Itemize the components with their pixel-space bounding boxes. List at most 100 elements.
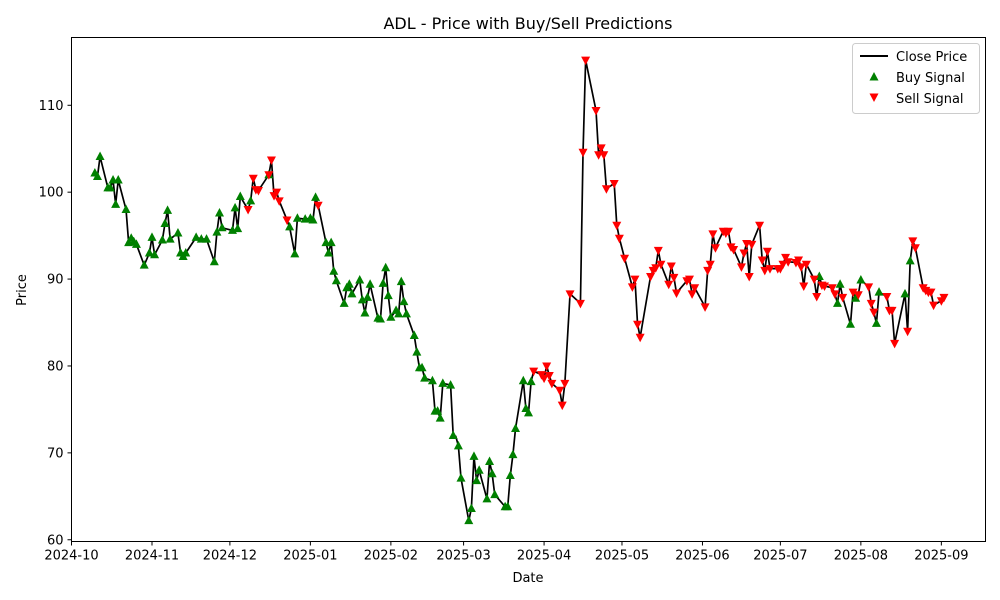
buy-signal-marker [383, 290, 393, 300]
buy-signal-marker [144, 248, 154, 257]
x-tick-label: 2025-06 [675, 549, 729, 564]
buy-signal-marker [357, 294, 367, 304]
x-axis-title: Date [512, 571, 543, 586]
legend-buy-marker-icon [869, 72, 879, 81]
x-tick-label: 2024-10 [44, 549, 98, 564]
buy-signal-marker [832, 298, 842, 307]
sell-signal-layer [243, 56, 949, 411]
buy-signal-marker [469, 451, 479, 460]
sell-signal-marker [739, 249, 749, 259]
sell-signal-marker [705, 260, 715, 270]
buy-signal-marker [524, 407, 533, 417]
sell-signal-marker [866, 299, 876, 309]
buy-signal-marker [217, 222, 227, 232]
x-axis: 2024-10 2024-11 2024-12 2025-01 2025-02 2025-… [44, 541, 969, 564]
sell-signal-marker [760, 266, 770, 276]
buy-signal-marker [290, 248, 300, 258]
sell-signal-marker [778, 260, 788, 270]
sell-signal-marker [248, 174, 258, 184]
buy-signal-layer [90, 151, 915, 525]
x-tick-label: 2025-05 [595, 549, 649, 564]
buy-signal-marker [212, 227, 222, 236]
sell-signal-marker [282, 216, 292, 225]
sell-signal-marker [757, 256, 767, 265]
sell-signal-marker [799, 282, 809, 292]
buy-signal-marker [851, 293, 861, 302]
buy-signal-marker [874, 287, 884, 296]
buy-signal-marker [900, 288, 910, 298]
x-tick-label: 2025-03 [436, 549, 490, 564]
buy-signal-marker [518, 375, 528, 385]
buy-signal-marker [113, 175, 123, 184]
x-tick-label: 2025-02 [364, 549, 418, 564]
sell-signal-marker [809, 275, 819, 285]
sell-signal-marker [591, 106, 601, 116]
sell-signal-marker [664, 280, 674, 290]
buy-signal-marker [360, 307, 370, 317]
y-tick-label: 100 [39, 186, 64, 201]
x-tick-label: 2025-07 [753, 549, 807, 564]
legend-sell-marker-icon [869, 93, 879, 102]
sell-signal-marker [555, 386, 565, 396]
buy-signal-marker [401, 308, 411, 318]
buy-signal-marker [456, 473, 466, 482]
buy-signal-marker [344, 279, 354, 288]
x-tick-label: 2025-04 [517, 549, 571, 564]
sell-signal-marker [627, 283, 637, 292]
sell-signal-marker [801, 260, 811, 270]
x-tick-label: 2025-08 [834, 549, 888, 564]
buy-signal-marker [472, 475, 482, 485]
buy-signal-marker [347, 288, 357, 298]
sell-signal-marker [612, 221, 622, 231]
y-tick-label: 60 [47, 533, 64, 548]
buy-signal-marker [121, 204, 131, 214]
sell-signal-marker [830, 290, 840, 299]
sell-signal-marker [853, 291, 863, 300]
sell-signal-marker [620, 254, 630, 264]
buy-signal-marker [435, 413, 445, 422]
sell-signal-marker [635, 333, 645, 343]
buy-signal-marker [365, 279, 375, 288]
buy-signal-marker [503, 501, 513, 511]
buy-signal-marker [173, 228, 183, 237]
sell-signal-marker [630, 275, 640, 285]
sell-signal-marker [313, 201, 323, 211]
buy-signal-marker [311, 192, 321, 201]
sell-signal-marker [723, 227, 733, 237]
sell-signal-marker [708, 230, 718, 239]
buy-signal-marker [163, 205, 173, 214]
sell-signal-marker [703, 266, 713, 276]
sell-signal-marker [542, 362, 552, 371]
sell-signal-marker [890, 339, 900, 349]
plot-area [90, 56, 949, 525]
y-axis-title: Price [15, 274, 30, 306]
sell-signal-marker [651, 264, 661, 273]
sell-signal-marker [529, 367, 539, 377]
buy-signal-marker [394, 308, 404, 318]
buy-signal-marker [448, 430, 458, 439]
sell-signal-marker [609, 179, 619, 189]
buy-signal-marker [150, 249, 160, 259]
legend-label-close-price: Close Price [896, 50, 967, 65]
sell-signal-marker [687, 290, 697, 299]
sell-signal-marker [903, 327, 913, 337]
sell-signal-marker [926, 288, 936, 298]
sell-signal-marker [744, 272, 754, 282]
buy-signal-marker [485, 456, 495, 466]
sell-signal-marker [729, 246, 739, 255]
buy-signal-marker [329, 266, 339, 275]
plot-frame [71, 37, 986, 542]
legend-label-buy-signal: Buy Signal [896, 71, 965, 86]
legend-label-sell-signal: Sell Signal [896, 92, 964, 107]
sell-signal-marker [838, 293, 848, 303]
sell-signal-marker [601, 185, 611, 194]
buy-signal-marker [482, 493, 492, 503]
sell-signal-marker [272, 188, 282, 198]
buy-signal-marker [474, 465, 484, 474]
sell-signal-marker [762, 247, 772, 257]
sell-signal-marker [736, 263, 746, 272]
buy-signal-marker [446, 380, 456, 389]
sell-signal-marker [672, 289, 682, 298]
